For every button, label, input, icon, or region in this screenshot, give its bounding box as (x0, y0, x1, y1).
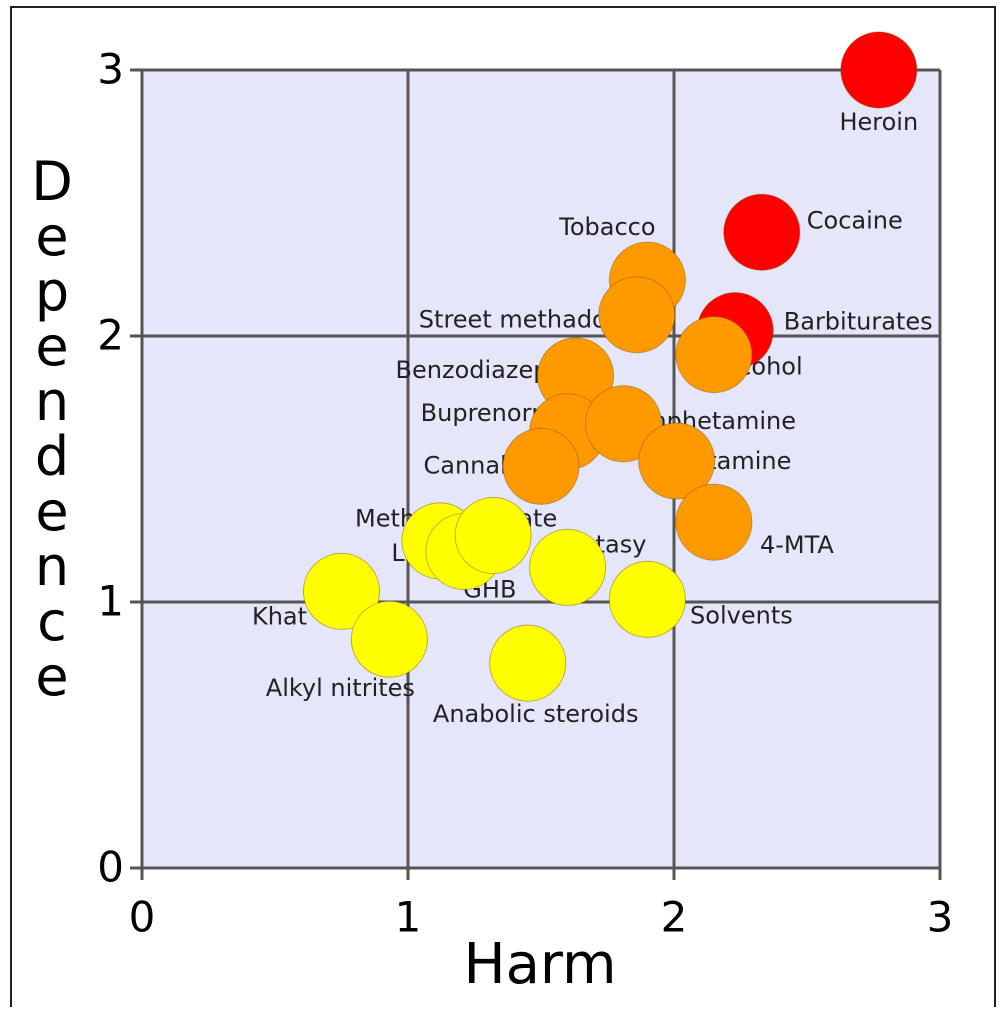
point (675, 316, 753, 394)
point (723, 193, 801, 271)
point (454, 497, 532, 574)
point (598, 276, 676, 354)
x-axis-label: Harm (463, 932, 616, 997)
point-label: Solvents (690, 601, 793, 629)
point-label: Khat (252, 602, 307, 630)
point (675, 483, 753, 561)
point (489, 624, 567, 702)
y-axis-label: Dependence (21, 150, 84, 700)
y-tick-label: 0 (97, 843, 124, 892)
point (502, 427, 580, 505)
y-tick-label: 3 (97, 45, 124, 94)
point-label: Barbiturates (784, 308, 933, 336)
point (303, 552, 380, 630)
point-label: Tobacco (558, 213, 655, 241)
x-tick-label: 3 (927, 893, 954, 942)
point-label: 4-MTA (760, 531, 834, 559)
point (840, 31, 918, 109)
y-tick-label: 2 (97, 311, 124, 360)
x-tick-label: 2 (661, 893, 688, 942)
point-label: Anabolic steroids (433, 700, 639, 728)
point (350, 600, 428, 678)
x-tick-label: 1 (395, 893, 422, 942)
point-label: Alkyl nitrites (266, 674, 415, 702)
point (608, 560, 686, 638)
y-tick-label: 1 (97, 577, 124, 626)
x-tick-label: 0 (129, 893, 156, 942)
point-label: Heroin (839, 108, 918, 136)
point (638, 422, 716, 500)
point (529, 528, 607, 606)
point (584, 385, 662, 463)
point-label: Cocaine (807, 206, 903, 234)
